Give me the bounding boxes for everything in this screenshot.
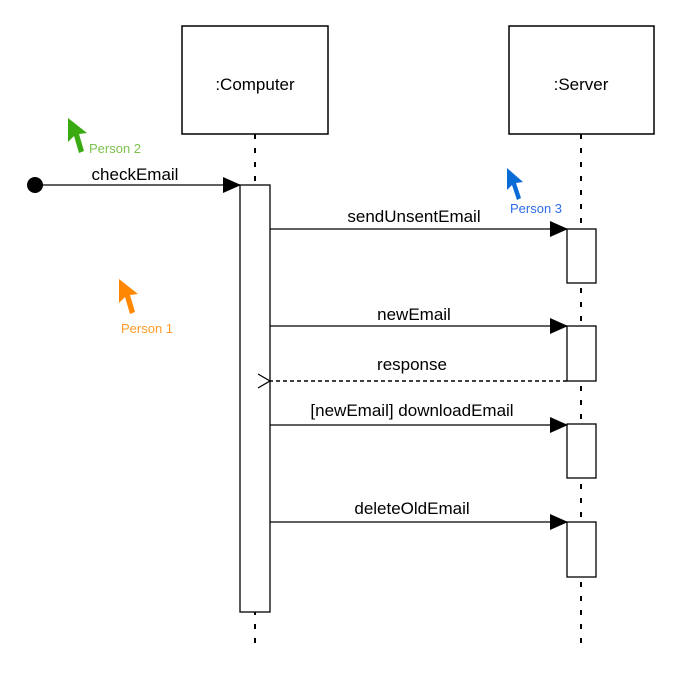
cursor-person-1: Person 1: [119, 279, 173, 336]
message-label: checkEmail: [92, 165, 179, 184]
message-label: response: [377, 355, 447, 374]
message-download-email[interactable]: [newEmail] downloadEmail: [270, 401, 568, 433]
cursor-label: Person 1: [121, 321, 173, 336]
cursor-arrow-icon: [68, 118, 87, 153]
message-send-unsent-email[interactable]: sendUnsentEmail: [270, 207, 568, 237]
message-delete-old-email[interactable]: deleteOldEmail: [270, 499, 568, 530]
cursor-label: Person 3: [510, 201, 562, 216]
activation-server-3[interactable]: [566, 423, 597, 479]
message-check-email[interactable]: checkEmail: [27, 165, 241, 193]
message-new-email[interactable]: newEmail: [270, 305, 568, 334]
lifeline-computer-label: :Computer: [215, 75, 295, 94]
message-response[interactable]: response: [270, 355, 567, 381]
activation-server-2[interactable]: [566, 325, 597, 382]
message-label: deleteOldEmail: [354, 499, 469, 518]
lifeline-computer[interactable]: :Computer: [181, 25, 329, 650]
activation-server-4[interactable]: [566, 521, 597, 578]
cursor-person-2: Person 2: [68, 118, 141, 156]
activation-server-1[interactable]: [566, 228, 597, 284]
message-label: [newEmail] downloadEmail: [310, 401, 513, 420]
lifeline-server-label: :Server: [554, 75, 609, 94]
cursor-arrow-icon: [507, 168, 523, 200]
lifeline-computer-box[interactable]: [181, 25, 329, 135]
lifeline-server[interactable]: :Server: [508, 25, 655, 650]
activation-computer[interactable]: [239, 184, 271, 613]
cursor-arrow-icon: [119, 279, 138, 314]
lifeline-server-box[interactable]: [508, 25, 655, 135]
cursor-person-3: Person 3: [507, 168, 562, 216]
cursor-label: Person 2: [89, 141, 141, 156]
message-label: sendUnsentEmail: [347, 207, 480, 226]
message-label: newEmail: [377, 305, 451, 324]
